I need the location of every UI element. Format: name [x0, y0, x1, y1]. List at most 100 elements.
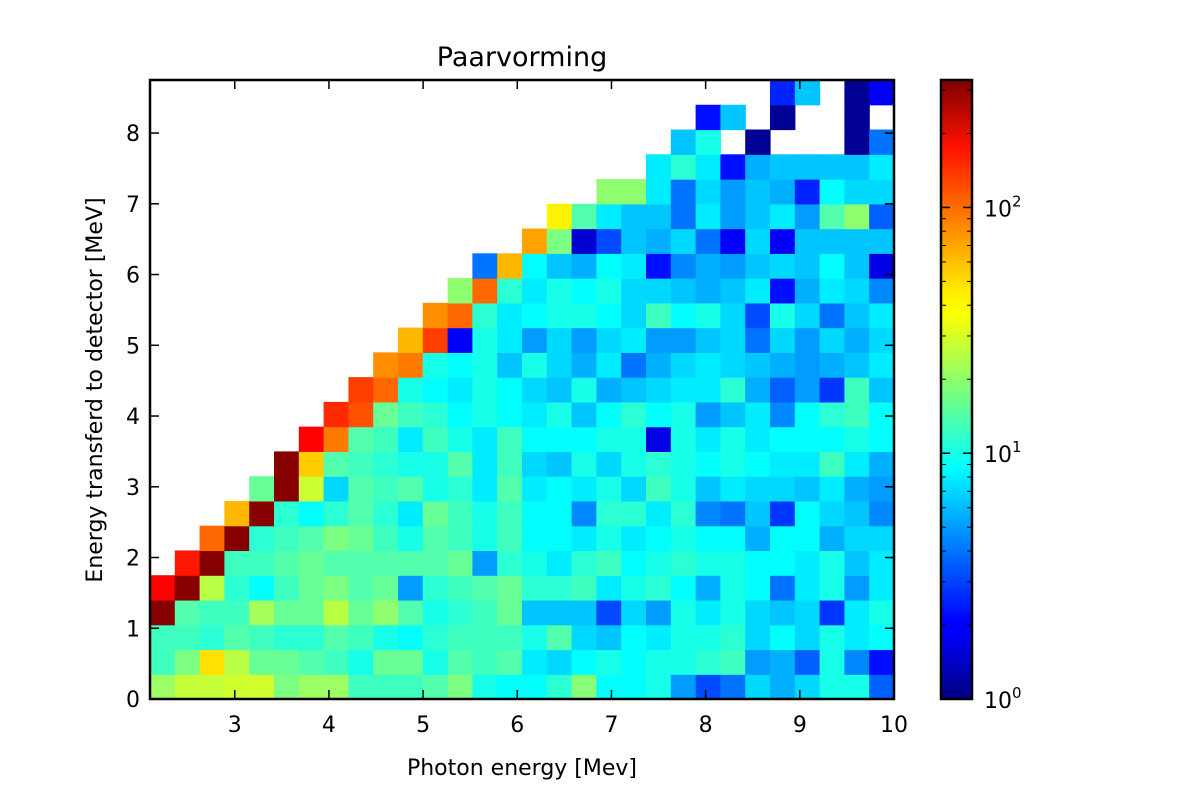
heatmap-cell	[819, 278, 845, 304]
heatmap-cell	[794, 500, 821, 527]
heatmap-cell	[819, 327, 845, 353]
heatmap-cell	[348, 377, 374, 403]
heatmap-cell	[274, 624, 300, 651]
heatmap-cell	[249, 500, 275, 527]
heatmap-cell	[274, 451, 300, 477]
heatmap-cell	[472, 327, 498, 353]
heatmap-cell	[621, 599, 647, 626]
heatmap-cell	[398, 500, 424, 527]
heatmap-cell	[348, 525, 374, 552]
heatmap-cell	[794, 599, 821, 626]
heatmap-cell	[869, 649, 895, 675]
heatmap-cell	[571, 624, 597, 651]
heatmap-cell	[199, 525, 225, 552]
heatmap-cell	[770, 179, 796, 205]
heatmap-cell	[348, 500, 374, 527]
heatmap-cell	[224, 674, 250, 700]
heatmap-cell	[472, 500, 498, 527]
heatmap-cell	[546, 203, 573, 230]
heatmap-cell	[794, 80, 821, 106]
heatmap-cell	[596, 451, 622, 477]
heatmap-cell	[745, 649, 771, 675]
heatmap-cell	[596, 302, 622, 329]
x-axis-label: Photon energy [Mev]	[407, 756, 637, 781]
heatmap-cell	[844, 674, 870, 700]
heatmap-cell	[174, 599, 201, 626]
heatmap-cell	[745, 278, 771, 304]
heatmap-cell	[596, 327, 622, 353]
heatmap-cell	[844, 575, 870, 601]
colorbar	[939, 78, 974, 701]
heatmap-cell	[794, 302, 821, 329]
heatmap-cell	[199, 550, 225, 576]
heatmap-cell	[398, 624, 424, 651]
heatmap-cell	[695, 154, 721, 180]
heatmap-cell	[844, 327, 870, 353]
heatmap-cell	[621, 228, 647, 254]
colorbar-tick-exponent: 1	[1012, 438, 1022, 456]
heatmap-cell	[323, 575, 349, 601]
heatmap-cell	[546, 377, 573, 403]
heatmap-cell	[844, 302, 870, 329]
heatmap-cell	[720, 476, 746, 502]
x-tick-label: 5	[416, 713, 430, 738]
heatmap-cell	[844, 228, 870, 254]
heatmap-cell	[844, 80, 870, 106]
heatmap-cell	[348, 649, 374, 675]
heatmap-cell	[447, 302, 473, 329]
heatmap-cell	[422, 624, 449, 651]
heatmap-cell	[794, 203, 821, 230]
heatmap-cell	[621, 203, 647, 230]
heatmap-cell	[819, 500, 845, 527]
heatmap-cell	[373, 575, 399, 601]
heatmap-cell	[621, 401, 647, 428]
heatmap-cell	[646, 575, 672, 601]
heatmap-cell	[447, 624, 473, 651]
heatmap-cell	[621, 624, 647, 651]
heatmap-cell	[819, 674, 845, 700]
heatmap-cell	[819, 476, 845, 502]
heatmap-cell	[199, 599, 225, 626]
heatmap-cell	[422, 401, 449, 428]
heatmap-cell	[497, 327, 523, 353]
heatmap-cell	[546, 302, 573, 329]
heatmap-cell	[249, 599, 275, 626]
heatmap-cell	[571, 649, 597, 675]
heatmap-cell	[695, 104, 721, 131]
heatmap-cell	[720, 401, 746, 428]
heatmap-cell	[670, 624, 697, 651]
heatmap-cell	[670, 352, 697, 378]
heatmap-cell	[522, 278, 548, 304]
heatmap-cell	[546, 599, 573, 626]
x-tick-label: 7	[604, 713, 618, 738]
heatmap-cell	[869, 500, 895, 527]
heatmap-cell	[819, 203, 845, 230]
heatmap-cell	[522, 426, 548, 452]
heatmap-cell	[596, 649, 622, 675]
x-tick-label: 9	[793, 713, 807, 738]
heatmap-cell	[497, 599, 523, 626]
heatmap-cell	[670, 253, 697, 279]
heatmap-cell	[274, 500, 300, 527]
heatmap-cell	[199, 674, 225, 700]
heatmap-cell	[745, 550, 771, 576]
heatmap-cell	[819, 302, 845, 329]
heatmap-cell	[844, 451, 870, 477]
heatmap-cell	[596, 228, 622, 254]
heatmap-cell	[596, 253, 622, 279]
heatmap-cell	[844, 401, 870, 428]
y-tick-label: 0	[126, 688, 140, 713]
heatmap-cell	[373, 451, 399, 477]
heatmap-cell	[720, 278, 746, 304]
heatmap-cell	[571, 302, 597, 329]
y-tick-label: 3	[126, 476, 140, 501]
heatmap-cell	[323, 451, 349, 477]
heatmap-cell	[695, 302, 721, 329]
heatmap-cell	[844, 476, 870, 502]
heatmap-cell	[199, 575, 225, 601]
heatmap-cell	[571, 575, 597, 601]
heatmap-cell	[174, 624, 201, 651]
x-axis: 3 4 5 6 7 8 9 10	[228, 80, 908, 738]
heatmap-cell	[373, 352, 399, 378]
heatmap-cell	[522, 649, 548, 675]
